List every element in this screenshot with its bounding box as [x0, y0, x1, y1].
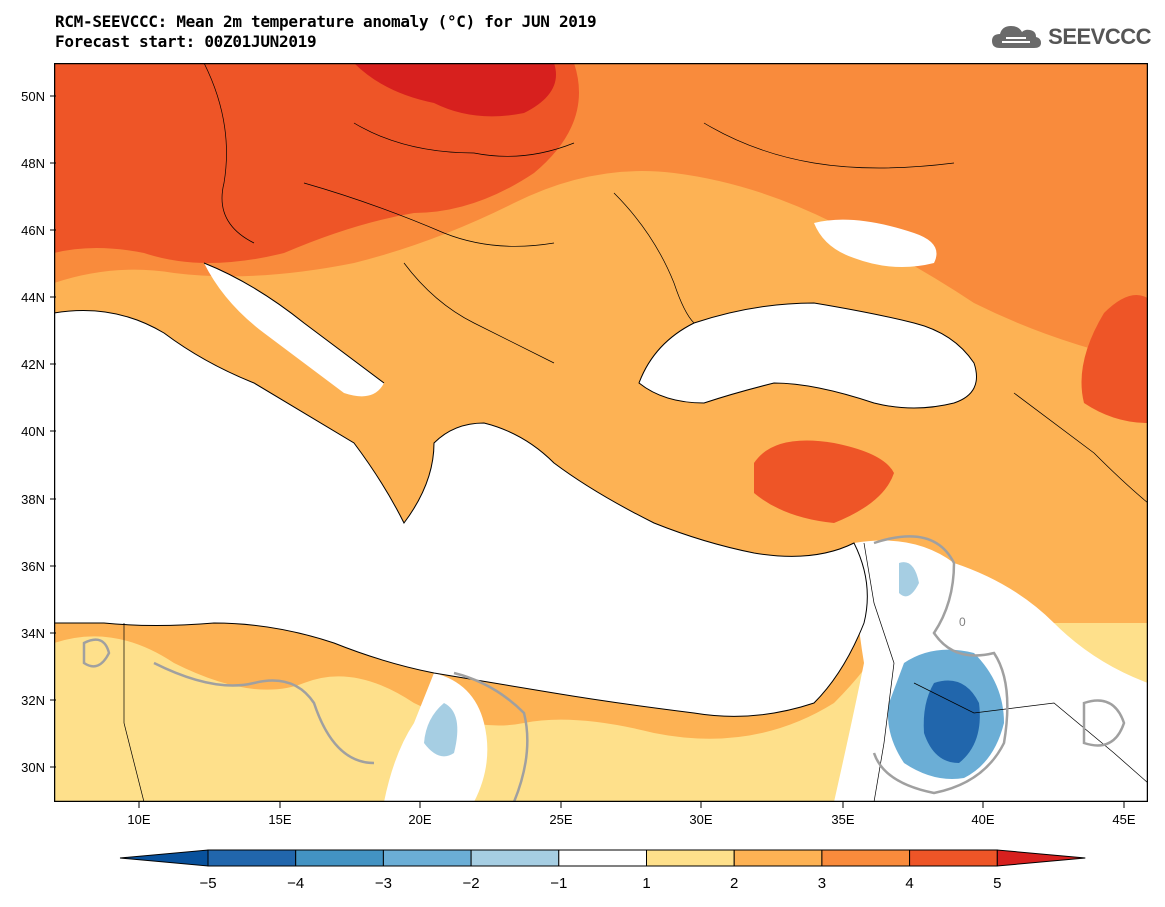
lon-label-25E: 25E: [549, 812, 572, 827]
legend-arrow-high: [996, 849, 1086, 867]
lat-tick-46N: 46N: [21, 223, 56, 238]
lat-label-38N: 38N: [21, 492, 45, 507]
lon-tick-30E: 30E: [689, 802, 713, 827]
legend-swatch: [909, 849, 998, 867]
logo-text: SEEVCCC: [1048, 24, 1151, 49]
lon-axis: 10E 15E 20E 25E 30E 35E 40E 45E: [127, 802, 1136, 827]
lon-tick-25E: 25E: [549, 802, 573, 827]
legend-swatch: [295, 849, 384, 867]
cloud-icon: [992, 26, 1042, 48]
lat-label-40N: 40N: [21, 424, 45, 439]
coastlines: [54, 262, 977, 717]
legend-level-label: −1: [550, 875, 567, 892]
map-panel: 0: [53, 62, 1149, 803]
legend-level-label: 2: [730, 875, 738, 892]
legend-level-label: −4: [287, 875, 304, 892]
lon-label-35E: 35E: [831, 812, 854, 827]
legend-swatch: [646, 849, 735, 867]
legend-level-label: −5: [199, 875, 216, 892]
legend-swatch: [558, 849, 647, 867]
lat-tick-42N: 42N: [21, 357, 56, 372]
lon-tick-45E: 45E: [1112, 802, 1136, 827]
lat-label-30N: 30N: [21, 760, 45, 775]
lon-label-20E: 20E: [408, 812, 431, 827]
lat-label-42N: 42N: [21, 357, 45, 372]
legend-swatch: [207, 849, 297, 867]
lon-label-45E: 45E: [1112, 812, 1135, 827]
lat-label-44N: 44N: [21, 290, 45, 305]
legend-swatch: [382, 849, 472, 867]
lon-label-40E: 40E: [971, 812, 994, 827]
lat-tick-32N: 32N: [21, 693, 56, 708]
mediterranean-sea: [54, 310, 868, 717]
legend-bar: [119, 849, 1086, 867]
lon-tick-35E: 35E: [831, 802, 855, 827]
anomaly-zone-4to5: [54, 63, 579, 263]
lon-tick-40E: 40E: [971, 802, 995, 827]
lat-label-48N: 48N: [21, 156, 45, 171]
lon-label-10E: 10E: [127, 812, 150, 827]
legend-swatch: [470, 849, 560, 867]
legend-swatch: [733, 849, 823, 867]
legend-level-label: 4: [905, 875, 913, 892]
contour-label: 0: [959, 615, 966, 629]
lon-label-30E: 30E: [689, 812, 712, 827]
anomaly-zone-negative-libya: [424, 703, 458, 757]
color-legend: −5 −4 −3 −2 −1 1 2 3 4 5: [119, 849, 1086, 892]
seevccc-logo: SEEVCCC: [990, 22, 1151, 52]
lon-tick-10E: 10E: [127, 802, 151, 827]
lat-label-36N: 36N: [21, 559, 45, 574]
lat-tick-34N: 34N: [21, 626, 56, 641]
anomaly-zone-anatolia: [754, 440, 894, 523]
lon-tick-15E: 15E: [268, 802, 292, 827]
legend-arrow-low: [119, 849, 209, 867]
lat-tick-48N: 48N: [21, 156, 56, 171]
temperature-anomaly-map: 0: [53, 62, 1149, 803]
lat-tick-40N: 40N: [21, 424, 56, 439]
lat-label-34N: 34N: [21, 626, 45, 641]
lat-axis: 50N 48N 46N 44N 42N 40N 38N 36N 34N 32N …: [21, 89, 56, 775]
adriatic-sea: [204, 263, 384, 397]
anomaly-zone-negative-3: [923, 680, 980, 763]
lon-label-15E: 15E: [268, 812, 291, 827]
map-frame: [53, 62, 1149, 803]
black-sea: [639, 303, 977, 408]
title-line-1: RCM-SEEVCCC: Mean 2m temperature anomaly…: [55, 12, 597, 31]
country-borders: [123, 63, 1148, 802]
legend-level-label: 3: [818, 875, 826, 892]
legend-level-label: −2: [463, 875, 480, 892]
anomaly-zone-over5: [354, 63, 556, 117]
anomaly-zone-caucasus: [1081, 295, 1148, 423]
lat-label-46N: 46N: [21, 223, 45, 238]
lat-tick-44N: 44N: [21, 290, 56, 305]
lat-tick-38N: 38N: [21, 492, 56, 507]
lon-tick-20E: 20E: [408, 802, 432, 827]
lat-tick-36N: 36N: [21, 559, 56, 574]
legend-level-label: 5: [993, 875, 1001, 892]
lat-tick-50N: 50N: [21, 89, 56, 104]
legend-level-label: −3: [375, 875, 392, 892]
zero-contour: [82, 535, 1126, 802]
lat-label-32N: 32N: [21, 693, 45, 708]
sea-of-azov: [814, 219, 937, 267]
map-title: RCM-SEEVCCC: Mean 2m temperature anomaly…: [55, 12, 597, 52]
legend-level-label: 1: [642, 875, 650, 892]
legend-swatch: [821, 849, 911, 867]
lat-label-50N: 50N: [21, 89, 45, 104]
anomaly-zone-negative-syria: [899, 562, 919, 597]
title-line-2: Forecast start: 00Z01JUN2019: [55, 32, 317, 51]
lat-tick-30N: 30N: [21, 760, 56, 775]
